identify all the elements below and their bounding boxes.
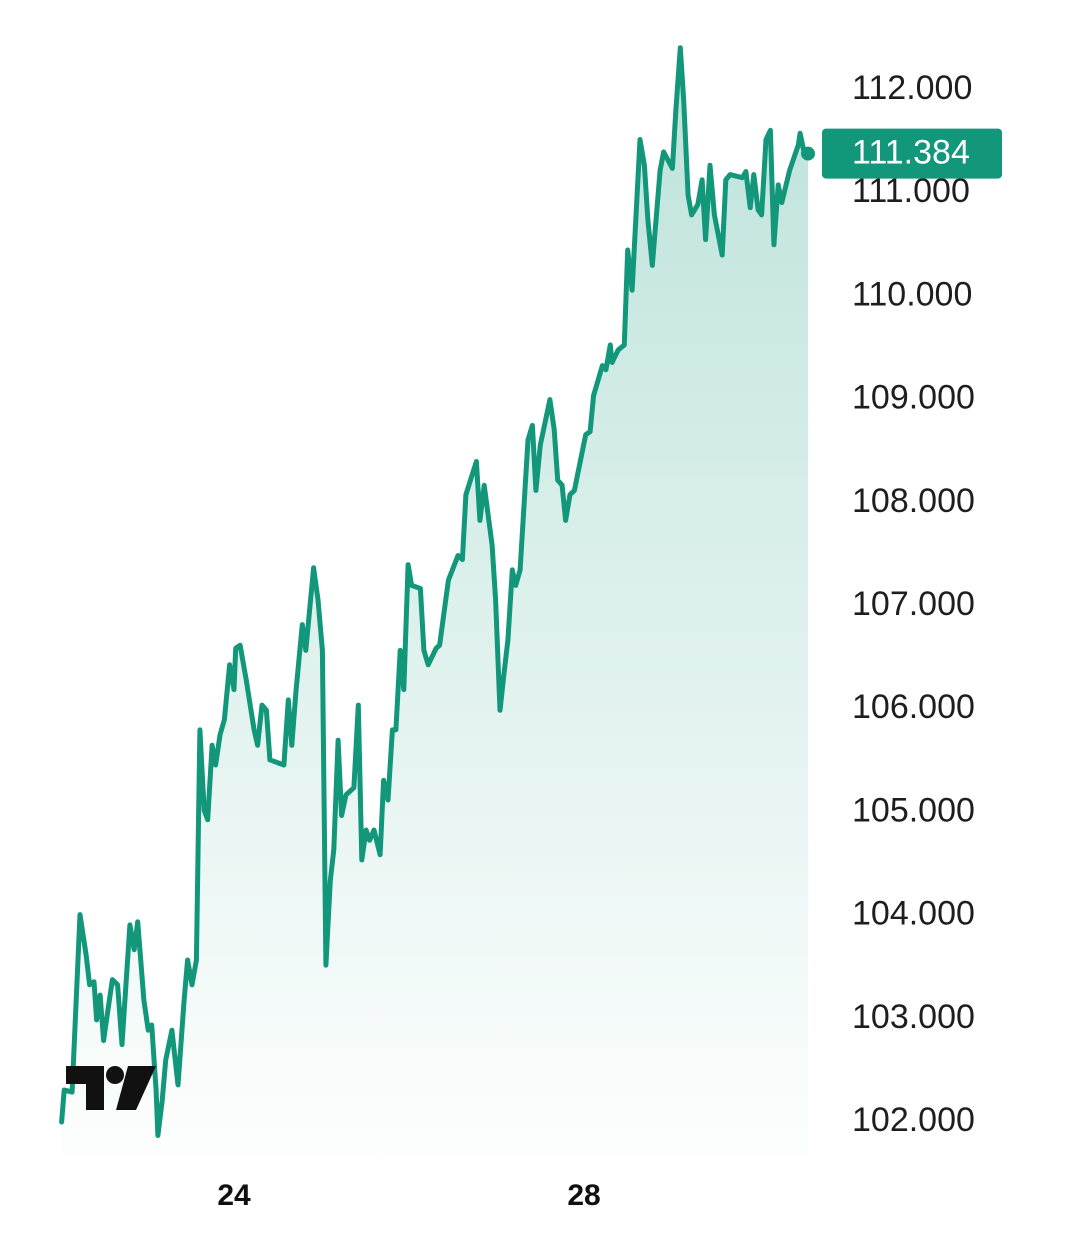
y-tick-label: 110.000 [852,275,972,313]
line [59,45,811,1138]
y-tick-label: 112.000 [852,69,972,107]
x-tick-label: 24 [217,1179,251,1212]
y-tick-label: 106.000 [852,688,975,726]
area [61,47,809,1154]
price-badge [822,128,1002,179]
y-tick-label: 102.000 [852,1101,975,1139]
y-tick-label: 104.000 [852,895,975,933]
y-tick-label: 108.000 [852,482,975,520]
y-tick-label: 107.000 [852,585,975,623]
last-point [801,146,815,161]
y-tick-label: 105.000 [852,791,975,829]
plot-area [59,45,815,1154]
tradingview-logo [66,1066,156,1110]
y-tick-label: 103.000 [852,998,975,1036]
x-tick-label: 28 [567,1179,600,1212]
price-label: 111.384 [852,134,970,172]
y-tick-label: 109.000 [852,379,975,417]
